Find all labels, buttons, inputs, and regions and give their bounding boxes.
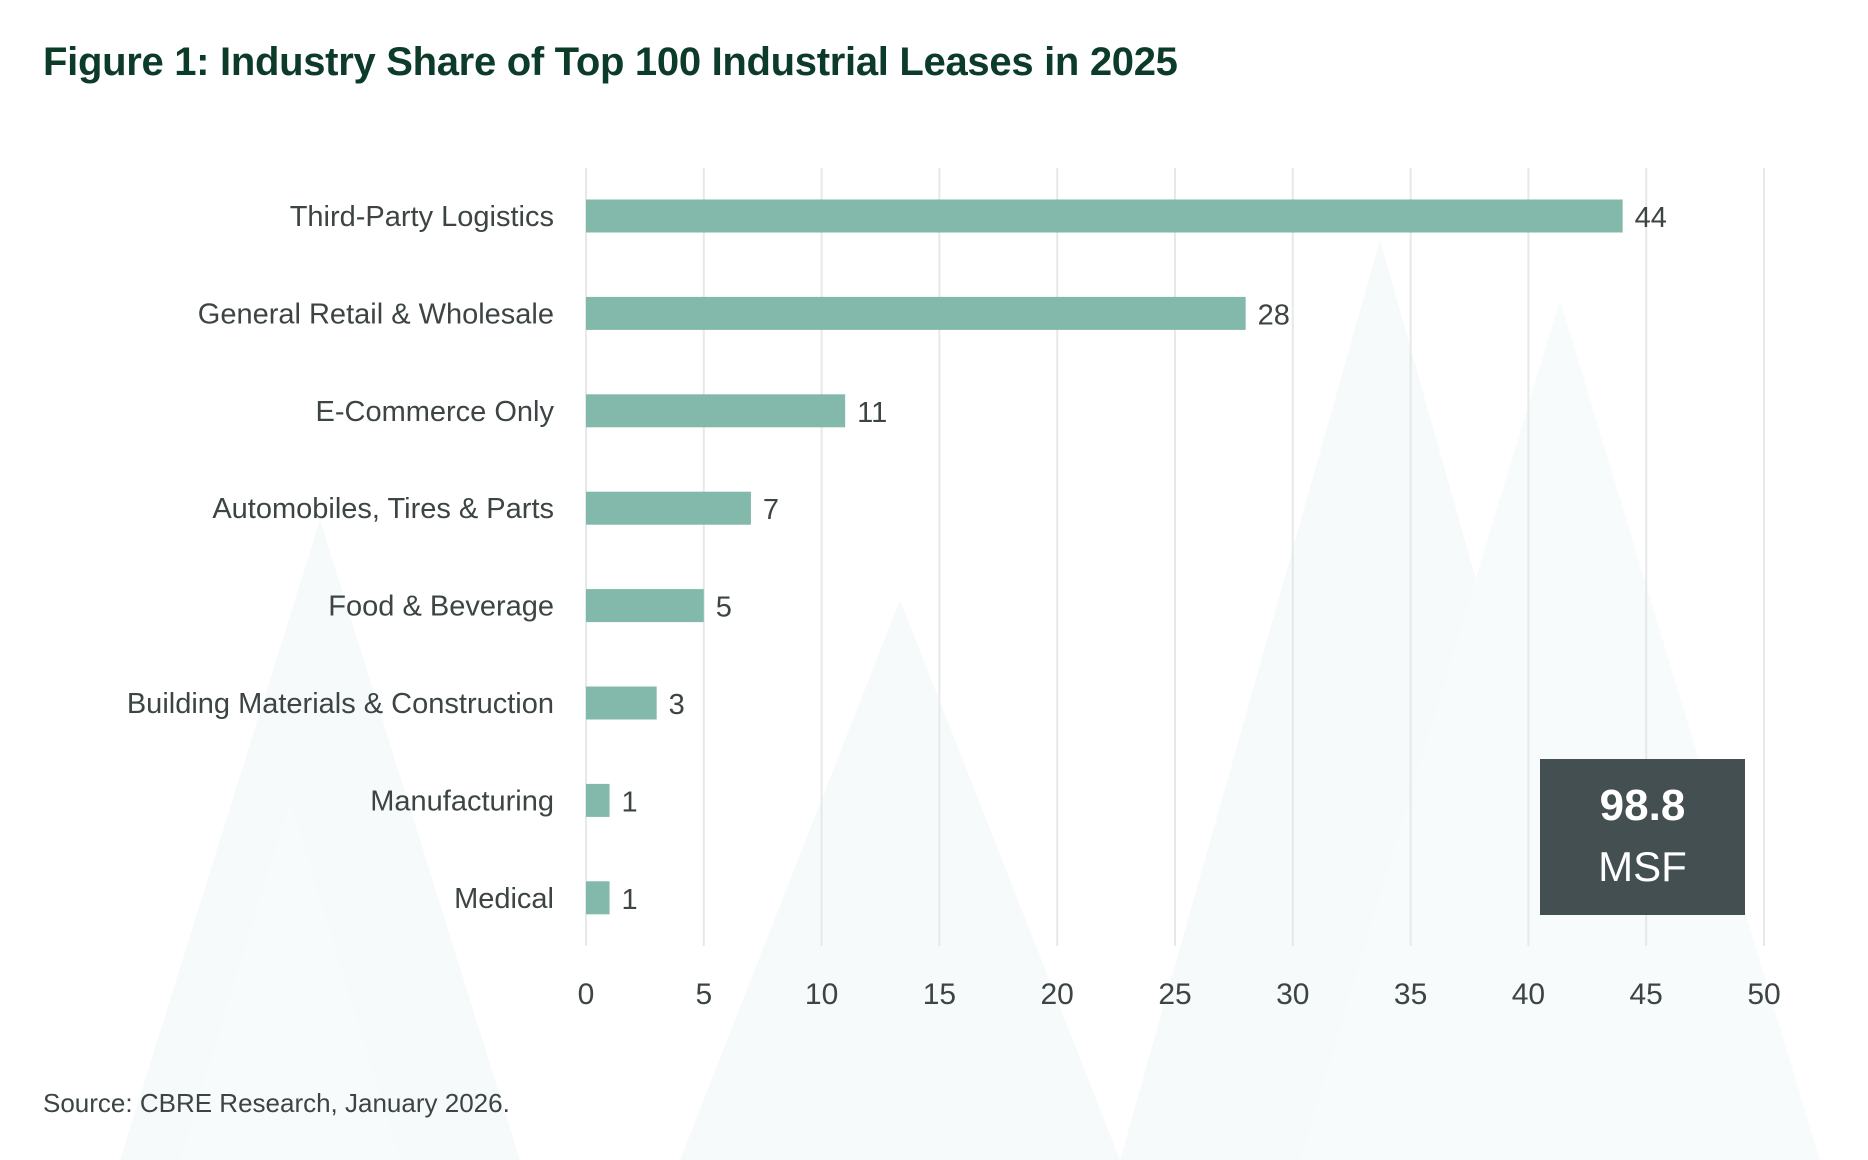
x-tick-label: 0 [578, 978, 595, 1011]
data-label: 1 [622, 884, 638, 916]
x-tick-label: 30 [1276, 978, 1309, 1011]
category-label: Food & Beverage [328, 591, 554, 623]
data-label: 3 [669, 689, 685, 721]
x-tick-label: 45 [1630, 978, 1663, 1011]
x-tick-label: 25 [1158, 978, 1191, 1011]
bar [586, 491, 751, 525]
x-tick-label: 15 [923, 978, 956, 1011]
bar [586, 394, 846, 428]
bar [586, 881, 610, 915]
bar [586, 589, 704, 623]
category-label: E-Commerce Only [316, 396, 555, 428]
source-note: Source: CBRE Research, January 2026. [43, 1088, 510, 1118]
category-label: General Retail & Wholesale [198, 298, 554, 330]
bar [586, 783, 610, 817]
total-value: 98.8 [1599, 781, 1686, 830]
bar [586, 686, 657, 720]
x-tick-label: 5 [695, 978, 712, 1011]
data-label: 5 [716, 592, 732, 624]
data-label: 28 [1258, 299, 1290, 331]
total-unit: MSF [1598, 843, 1687, 890]
bar [586, 199, 1623, 233]
x-tick-label: 35 [1394, 978, 1427, 1011]
x-tick-label: 20 [1041, 978, 1074, 1011]
bar [586, 296, 1246, 330]
category-label: Manufacturing [370, 785, 554, 817]
chart-title: Figure 1: Industry Share of Top 100 Indu… [43, 40, 1178, 84]
x-tick-label: 10 [805, 978, 838, 1011]
data-label: 11 [857, 397, 887, 429]
data-label: 1 [622, 786, 638, 818]
category-label: Third-Party Logistics [290, 201, 554, 233]
data-label: 44 [1635, 202, 1667, 234]
category-label: Automobiles, Tires & Parts [212, 493, 554, 525]
x-tick-label: 50 [1747, 978, 1780, 1011]
category-label: Building Materials & Construction [127, 688, 554, 720]
total-callout-box: 98.8 MSF [1540, 759, 1745, 915]
x-tick-label: 40 [1512, 978, 1545, 1011]
category-label: Medical [454, 883, 554, 915]
data-label: 7 [763, 494, 779, 526]
